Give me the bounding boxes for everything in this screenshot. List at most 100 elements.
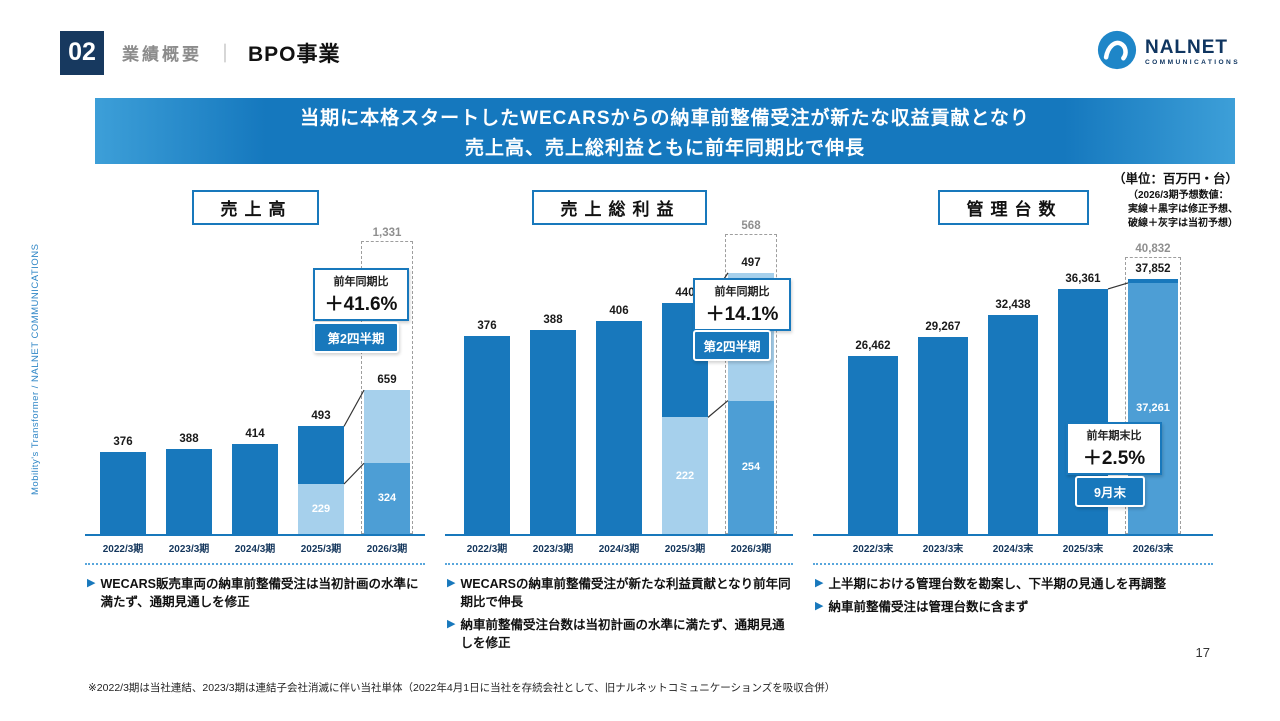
vertical-side-caption: Mobility's Transformer / NALNET COMMUNIC… bbox=[30, 243, 41, 495]
callout-value: ＋41.6% bbox=[324, 294, 398, 315]
period-badge: 9月末 bbox=[1075, 476, 1145, 507]
bar-value-label: 388 bbox=[543, 314, 563, 326]
x-axis-label: 2024/3期 bbox=[234, 544, 276, 555]
period-badge: 第2四半期 bbox=[313, 322, 399, 353]
bar-value-label: 414 bbox=[245, 428, 265, 440]
callout-label: 前年期末比 bbox=[1086, 430, 1142, 442]
bar bbox=[596, 321, 642, 534]
x-axis-label: 2024/3期 bbox=[598, 544, 640, 555]
section-number-box: 02 bbox=[60, 30, 104, 75]
chart-title-gross-profit: 売上総利益 bbox=[531, 190, 707, 225]
bullet-marker-icon: ▶ bbox=[815, 600, 824, 613]
bar-value-label: 37,852 bbox=[1135, 263, 1171, 275]
bar-column: 406 bbox=[596, 224, 642, 534]
bullet-text: WECARS販売車両の納車前整備受注は当初計画の水準に満たず、通期見通しを修正 bbox=[100, 577, 419, 610]
bullet-list: ▶ WECARS販売車両の納車前整備受注は当初計画の水準に満たず、通期見通しを修正 bbox=[85, 565, 425, 616]
x-axis-label: 2025/3期 bbox=[664, 544, 706, 555]
bar-value-label: 376 bbox=[113, 436, 133, 448]
bar-value-label: 376 bbox=[477, 320, 497, 332]
bar-column: 376 bbox=[100, 224, 146, 534]
segment-value-label: 229 bbox=[311, 502, 331, 515]
x-axis-label: 2022/3期 bbox=[466, 544, 508, 555]
x-axis-label: 2023/3期 bbox=[168, 544, 210, 555]
yoy-callout: 前年同期比 ＋41.6% bbox=[313, 268, 409, 321]
bar-column: 388 bbox=[530, 224, 576, 534]
bar bbox=[100, 452, 146, 534]
x-axis-label: 2025/3末 bbox=[1062, 544, 1104, 555]
headline-line-1: 当期に本格スタートしたWECARSからの納車前整備受注が新たな収益貢献となり bbox=[300, 107, 1030, 129]
bar-segment-dark bbox=[918, 337, 968, 534]
bar-column: 26,462 bbox=[848, 224, 898, 534]
slide-header: 02 業績概要 ｜ BPO事業 NALNET COMMUNICATIONS bbox=[60, 30, 1240, 75]
bar-segment-dark bbox=[1128, 279, 1178, 283]
bar-value-label: 497 bbox=[741, 257, 761, 269]
bar-column: 229 493 bbox=[298, 224, 344, 534]
bar-column: 32,438 bbox=[988, 224, 1038, 534]
plot-area: 前年期末比 ＋2.5% 9月末 26,462 29,267 32,438 36,361… bbox=[813, 224, 1213, 534]
x-axis-label: 2025/3期 bbox=[300, 544, 342, 555]
footnote: ※2022/3期は当社連結、2023/3期は連結子会社消滅に伴い当社単体（202… bbox=[88, 682, 836, 694]
bar-segment-dark bbox=[848, 356, 898, 534]
headline-banner: 当期に本格スタートしたWECARSからの納車前整備受注が新たな収益貢献となり 売… bbox=[95, 98, 1235, 164]
bar-value-label: 388 bbox=[179, 433, 199, 445]
x-axis-label: 2023/3末 bbox=[922, 544, 964, 555]
forecast-legend-note: （2026/3期予想数値： 実線＋黒字は修正予想、 破線＋灰字は当初予想） bbox=[1128, 189, 1238, 231]
plot-area: 前年同期比 ＋41.6% 第2四半期 376 388 414 229 493 1,331 3… bbox=[85, 224, 425, 534]
bar-segment-medium: 254 bbox=[728, 400, 774, 534]
plot-area: 前年同期比 ＋14.1% 第2四半期 376 388 406 222 440 568 254… bbox=[445, 220, 793, 534]
bar-column: 40,832 37,261 37,852 bbox=[1125, 224, 1181, 534]
bar-segment-dark bbox=[166, 449, 212, 534]
sales-chart-section: 売上高 前年同期比 ＋41.6% 第2四半期 376 388 414 229 493 1,… bbox=[85, 190, 425, 616]
bar-segment-dark bbox=[464, 336, 510, 534]
section-title: 業績概要 bbox=[122, 45, 202, 64]
bar-value-label: 406 bbox=[609, 305, 629, 317]
bar-segment-dark bbox=[298, 426, 344, 484]
segment-value-label: 37,261 bbox=[1136, 402, 1170, 415]
bar-value-label: 493 bbox=[311, 410, 331, 422]
bar bbox=[530, 330, 576, 534]
segment-value-label: 222 bbox=[675, 469, 695, 482]
bullet-marker-icon: ▶ bbox=[87, 577, 96, 589]
callout-value: ＋14.1% bbox=[705, 304, 779, 325]
x-axis-label: 2026/3期 bbox=[730, 544, 772, 555]
bar-segment-dark bbox=[988, 315, 1038, 534]
bar-segment-dark bbox=[596, 321, 642, 534]
bullet-text: WECARSの納車前整備受注が新たな利益貢献となり前年同期比で伸長 bbox=[460, 577, 791, 610]
bar bbox=[918, 337, 968, 534]
bullet-text: 上半期における管理台数を勘案し、下半期の見通しを再調整 bbox=[828, 577, 1166, 591]
bar-column: 414 bbox=[232, 224, 278, 534]
logo-name: NALNET bbox=[1144, 37, 1229, 59]
managed-units-chart-section: 管理台数 前年期末比 ＋2.5% 9月末 26,462 29,267 32,438 3… bbox=[813, 190, 1213, 621]
bar-column: 29,267 bbox=[918, 224, 968, 534]
callout-label: 前年同期比 bbox=[333, 276, 389, 288]
bar-value-label: 26,462 bbox=[855, 340, 891, 352]
bar-value-label: 32,438 bbox=[995, 299, 1031, 311]
x-axis-label: 2022/3末 bbox=[852, 544, 894, 555]
page-title: BPO事業 bbox=[248, 42, 341, 66]
unit-note: （単位：百万円・台） bbox=[1112, 172, 1238, 186]
nalnet-logo: NALNET COMMUNICATIONS bbox=[1097, 30, 1240, 75]
x-axis-labels: 2022/3末 2023/3末 2024/3末 2025/3末 2026/3末 bbox=[813, 534, 1213, 555]
chart-title-sales: 売上高 bbox=[191, 190, 319, 225]
bullet-marker-icon: ▶ bbox=[447, 618, 456, 631]
bar-value-label: 29,267 bbox=[925, 321, 961, 333]
bar-column: 388 bbox=[166, 224, 212, 534]
callout-value: ＋2.5% bbox=[1082, 448, 1146, 469]
x-axis-label: 2026/3期 bbox=[366, 544, 408, 555]
bullet-item: ▶ 納車前整備受注は管理台数に含まず bbox=[815, 598, 1213, 616]
logo-subtitle: COMMUNICATIONS bbox=[1144, 59, 1240, 67]
dotted-divider bbox=[85, 563, 425, 565]
gross-profit-chart-section: 売上総利益 前年同期比 ＋14.1% 第2四半期 376 388 406 222 440… bbox=[445, 190, 793, 658]
dotted-divider bbox=[445, 563, 793, 565]
x-axis-label: 2026/3末 bbox=[1132, 544, 1174, 555]
title-separator: ｜ bbox=[216, 43, 234, 64]
bullet-item: ▶ 上半期における管理台数を勘案し、下半期の見通しを再調整 bbox=[815, 575, 1213, 593]
bar bbox=[166, 449, 212, 534]
x-axis-labels: 2022/3期 2023/3期 2024/3期 2025/3期 2026/3期 bbox=[445, 534, 793, 555]
bar-segment-dark bbox=[530, 330, 576, 534]
bar-column: 222 440 bbox=[662, 224, 708, 534]
bar-value-label: 36,361 bbox=[1065, 273, 1101, 285]
dotted-divider bbox=[813, 563, 1213, 565]
chart-title-managed-units: 管理台数 bbox=[937, 190, 1089, 225]
bar-segment-light bbox=[364, 390, 410, 464]
